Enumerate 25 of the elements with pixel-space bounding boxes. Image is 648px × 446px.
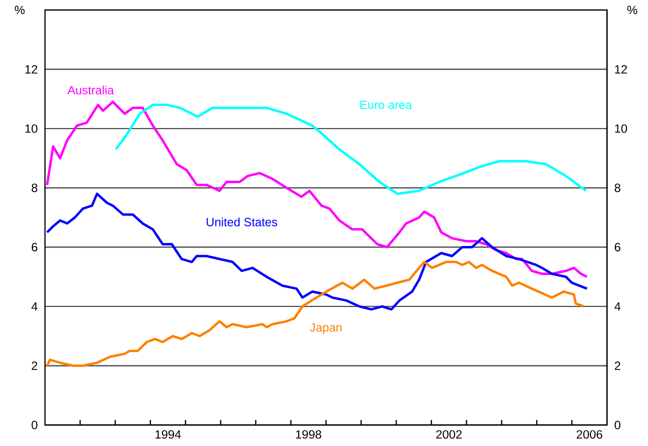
y2-tick-label: 6 xyxy=(614,242,620,252)
x-tick-label: 2002 xyxy=(436,430,462,439)
y2-tick-label: 10 xyxy=(615,124,628,133)
y2-tick-label: 0 xyxy=(614,420,620,430)
y-tick-label: 0 xyxy=(32,420,38,430)
line-series xyxy=(46,100,588,278)
series-label: Japan xyxy=(310,323,342,334)
y2-tick-label: 2 xyxy=(614,362,620,370)
y2-axis-title: % xyxy=(627,6,638,14)
x-tick-label: 1994 xyxy=(156,430,181,439)
x-tick-label: 1998 xyxy=(296,430,322,439)
y-tick-label: 4 xyxy=(31,302,38,311)
series-label: Australia xyxy=(67,86,114,94)
x-tick-label: 2006 xyxy=(576,430,602,439)
y-tick-label: 12 xyxy=(25,65,38,74)
y-axis-title: % xyxy=(14,6,25,14)
y-tick-label: 8 xyxy=(32,184,38,192)
y-tick-label: 2 xyxy=(32,362,38,370)
y2-tick-label: 4 xyxy=(614,302,620,311)
y2-tick-label: 12 xyxy=(615,65,627,74)
y-tick-label: 10 xyxy=(25,124,38,133)
text: Euro area xyxy=(360,100,412,110)
y-tick-label: 6 xyxy=(32,242,38,252)
y2-tick-label: 8 xyxy=(614,184,620,192)
text: United States xyxy=(206,218,278,226)
